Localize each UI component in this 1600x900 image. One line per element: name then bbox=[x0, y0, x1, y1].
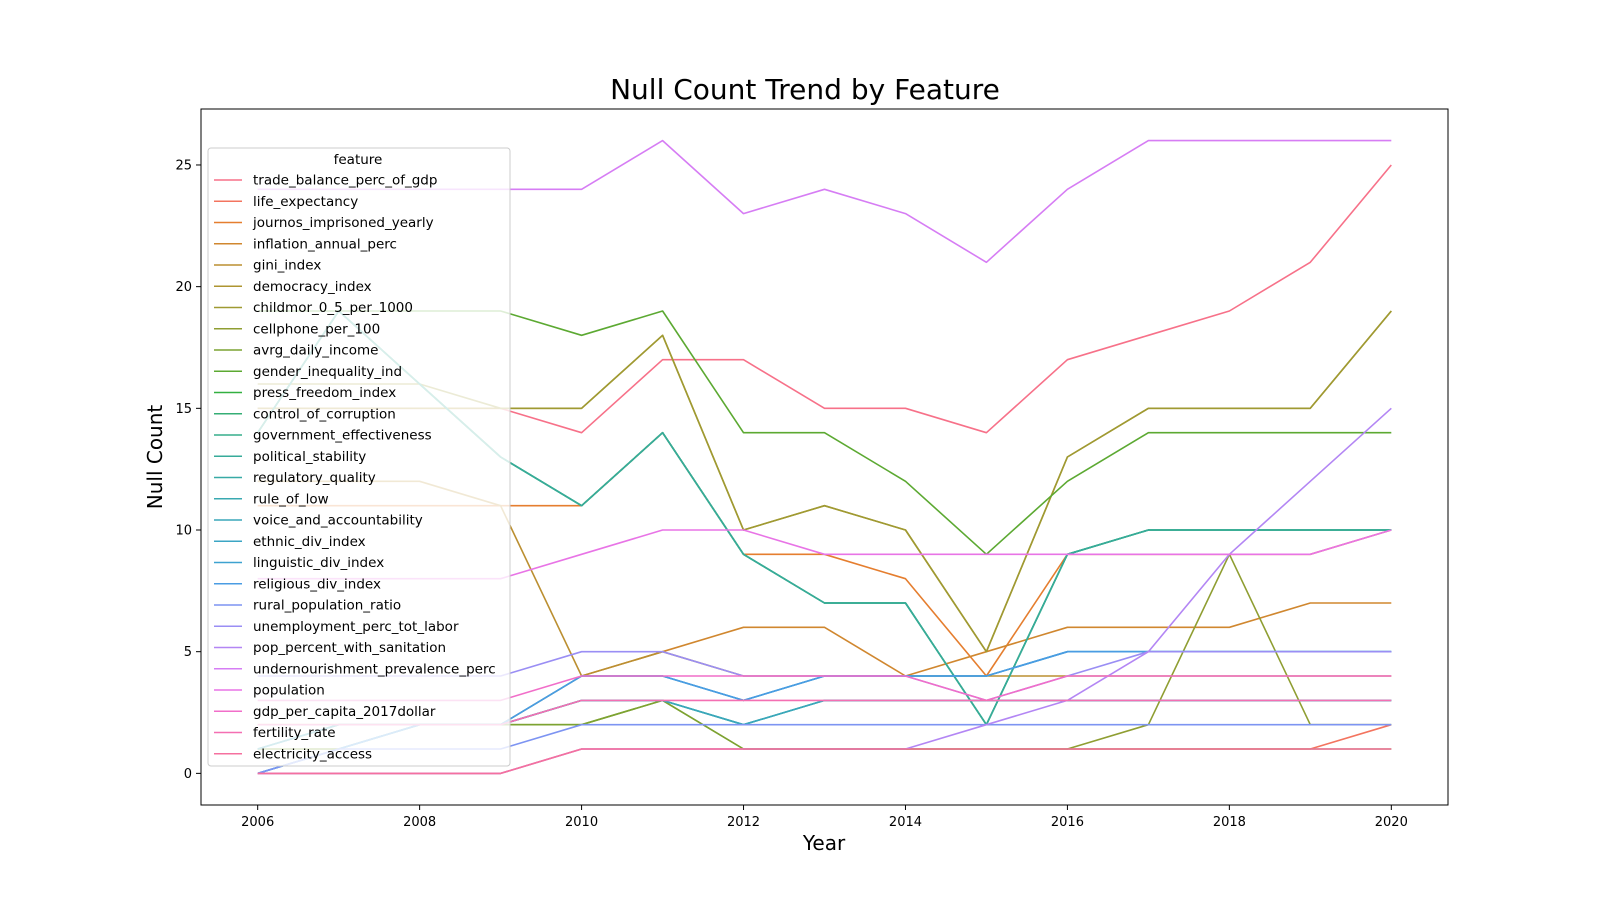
legend-item: religious_div_index bbox=[214, 576, 381, 592]
legend-item: avrg_daily_income bbox=[214, 343, 378, 359]
legend-label: rural_population_ratio bbox=[253, 598, 401, 614]
legend-label: undernourishment_prevalence_perc bbox=[253, 661, 496, 677]
y-tick-label: 20 bbox=[175, 280, 192, 295]
legend-label: population bbox=[253, 683, 325, 699]
legend-label: press_freedom_index bbox=[253, 385, 396, 401]
legend-item: control_of_corruption bbox=[214, 406, 396, 422]
legend-items: trade_balance_perc_of_gdp life_expectancy… bbox=[214, 173, 496, 762]
legend-label: gender_inequality_ind bbox=[253, 364, 402, 380]
legend-label: linguistic_div_index bbox=[253, 555, 384, 571]
legend-label: gini_index bbox=[253, 258, 321, 274]
legend-frame bbox=[207, 147, 511, 767]
y-axis: 0 5 10 15 20 25 bbox=[175, 158, 201, 782]
legend-item: journos_imprisoned_yearly bbox=[214, 215, 434, 231]
x-axis-title: Year bbox=[802, 831, 846, 855]
legend-label: religious_div_index bbox=[253, 576, 381, 592]
legend-label: journos_imprisoned_yearly bbox=[252, 215, 434, 231]
legend-item: gini_index bbox=[214, 258, 321, 274]
x-tick-label: 2018 bbox=[1213, 815, 1246, 830]
x-tick-label: 2010 bbox=[565, 815, 598, 830]
x-tick-label: 2006 bbox=[241, 815, 274, 830]
legend-label: fertility_rate bbox=[253, 725, 336, 741]
legend-label: democracy_index bbox=[253, 279, 372, 295]
legend-label: control_of_corruption bbox=[253, 406, 396, 422]
legend-item: gdp_per_capita_2017dollar bbox=[214, 704, 436, 720]
legend: feature trade_balance_perc_of_gdp life_ex… bbox=[207, 147, 511, 767]
y-tick-label: 15 bbox=[175, 402, 192, 417]
legend-item: linguistic_div_index bbox=[214, 555, 384, 571]
legend-item: political_stability bbox=[214, 449, 366, 465]
y-axis-title: Null Count bbox=[143, 405, 167, 510]
x-tick-label: 2014 bbox=[889, 815, 922, 830]
legend-label: avrg_daily_income bbox=[253, 343, 378, 359]
legend-item: ethnic_div_index bbox=[214, 534, 366, 550]
x-axis: 2006 2008 2010 2012 2014 2016 2018 2020 bbox=[241, 805, 1408, 830]
legend-item: childmor_0_5_per_1000 bbox=[214, 300, 413, 316]
legend-label: ethnic_div_index bbox=[253, 534, 366, 550]
legend-label: rule_of_low bbox=[253, 491, 329, 507]
legend-item: voice_and_accountability bbox=[214, 513, 423, 529]
legend-item: rule_of_low bbox=[214, 491, 329, 507]
legend-label: electricity_access bbox=[253, 746, 372, 762]
legend-title: feature bbox=[334, 152, 383, 168]
legend-label: pop_percent_with_sanitation bbox=[253, 640, 446, 656]
legend-label: unemployment_perc_tot_labor bbox=[253, 619, 459, 635]
x-tick-label: 2020 bbox=[1375, 815, 1408, 830]
y-tick-label: 25 bbox=[175, 158, 192, 173]
legend-label: trade_balance_perc_of_gdp bbox=[253, 173, 437, 189]
legend-item: undernourishment_prevalence_perc bbox=[214, 661, 496, 677]
legend-label: voice_and_accountability bbox=[253, 513, 423, 529]
legend-item: gender_inequality_ind bbox=[214, 364, 402, 380]
y-tick-label: 5 bbox=[184, 645, 192, 660]
plot-frame bbox=[200, 108, 1449, 806]
legend-label: political_stability bbox=[253, 449, 366, 465]
legend-item: cellphone_per_100 bbox=[214, 321, 380, 337]
x-tick-label: 2016 bbox=[1051, 815, 1084, 830]
legend-label: cellphone_per_100 bbox=[253, 321, 380, 337]
y-tick-label: 10 bbox=[175, 524, 192, 539]
legend-item: electricity_access bbox=[214, 746, 372, 762]
legend-label: life_expectancy bbox=[253, 194, 358, 210]
legend-item: democracy_index bbox=[214, 279, 372, 295]
legend-label: government_effectiveness bbox=[253, 428, 432, 444]
legend-item: pop_percent_with_sanitation bbox=[214, 640, 446, 656]
legend-item: government_effectiveness bbox=[214, 428, 432, 444]
legend-item: inflation_annual_perc bbox=[214, 236, 397, 252]
legend-item: trade_balance_perc_of_gdp bbox=[214, 173, 437, 189]
x-tick-label: 2012 bbox=[727, 815, 760, 830]
legend-label: inflation_annual_perc bbox=[253, 236, 397, 252]
legend-item: unemployment_perc_tot_labor bbox=[214, 619, 459, 635]
x-tick-label: 2008 bbox=[403, 815, 436, 830]
legend-label: childmor_0_5_per_1000 bbox=[253, 300, 413, 316]
legend-item: population bbox=[214, 683, 325, 699]
legend-item: fertility_rate bbox=[214, 725, 336, 741]
legend-item: regulatory_quality bbox=[214, 470, 376, 486]
y-tick-label: 0 bbox=[184, 767, 192, 782]
legend-label: gdp_per_capita_2017dollar bbox=[253, 704, 436, 720]
chart-title: Null Count Trend by Feature bbox=[610, 73, 1000, 106]
legend-item: rural_population_ratio bbox=[214, 598, 401, 614]
legend-item: press_freedom_index bbox=[214, 385, 396, 401]
legend-label: regulatory_quality bbox=[253, 470, 376, 486]
legend-item: life_expectancy bbox=[214, 194, 358, 210]
series-line-electricity_access bbox=[257, 748, 1392, 775]
